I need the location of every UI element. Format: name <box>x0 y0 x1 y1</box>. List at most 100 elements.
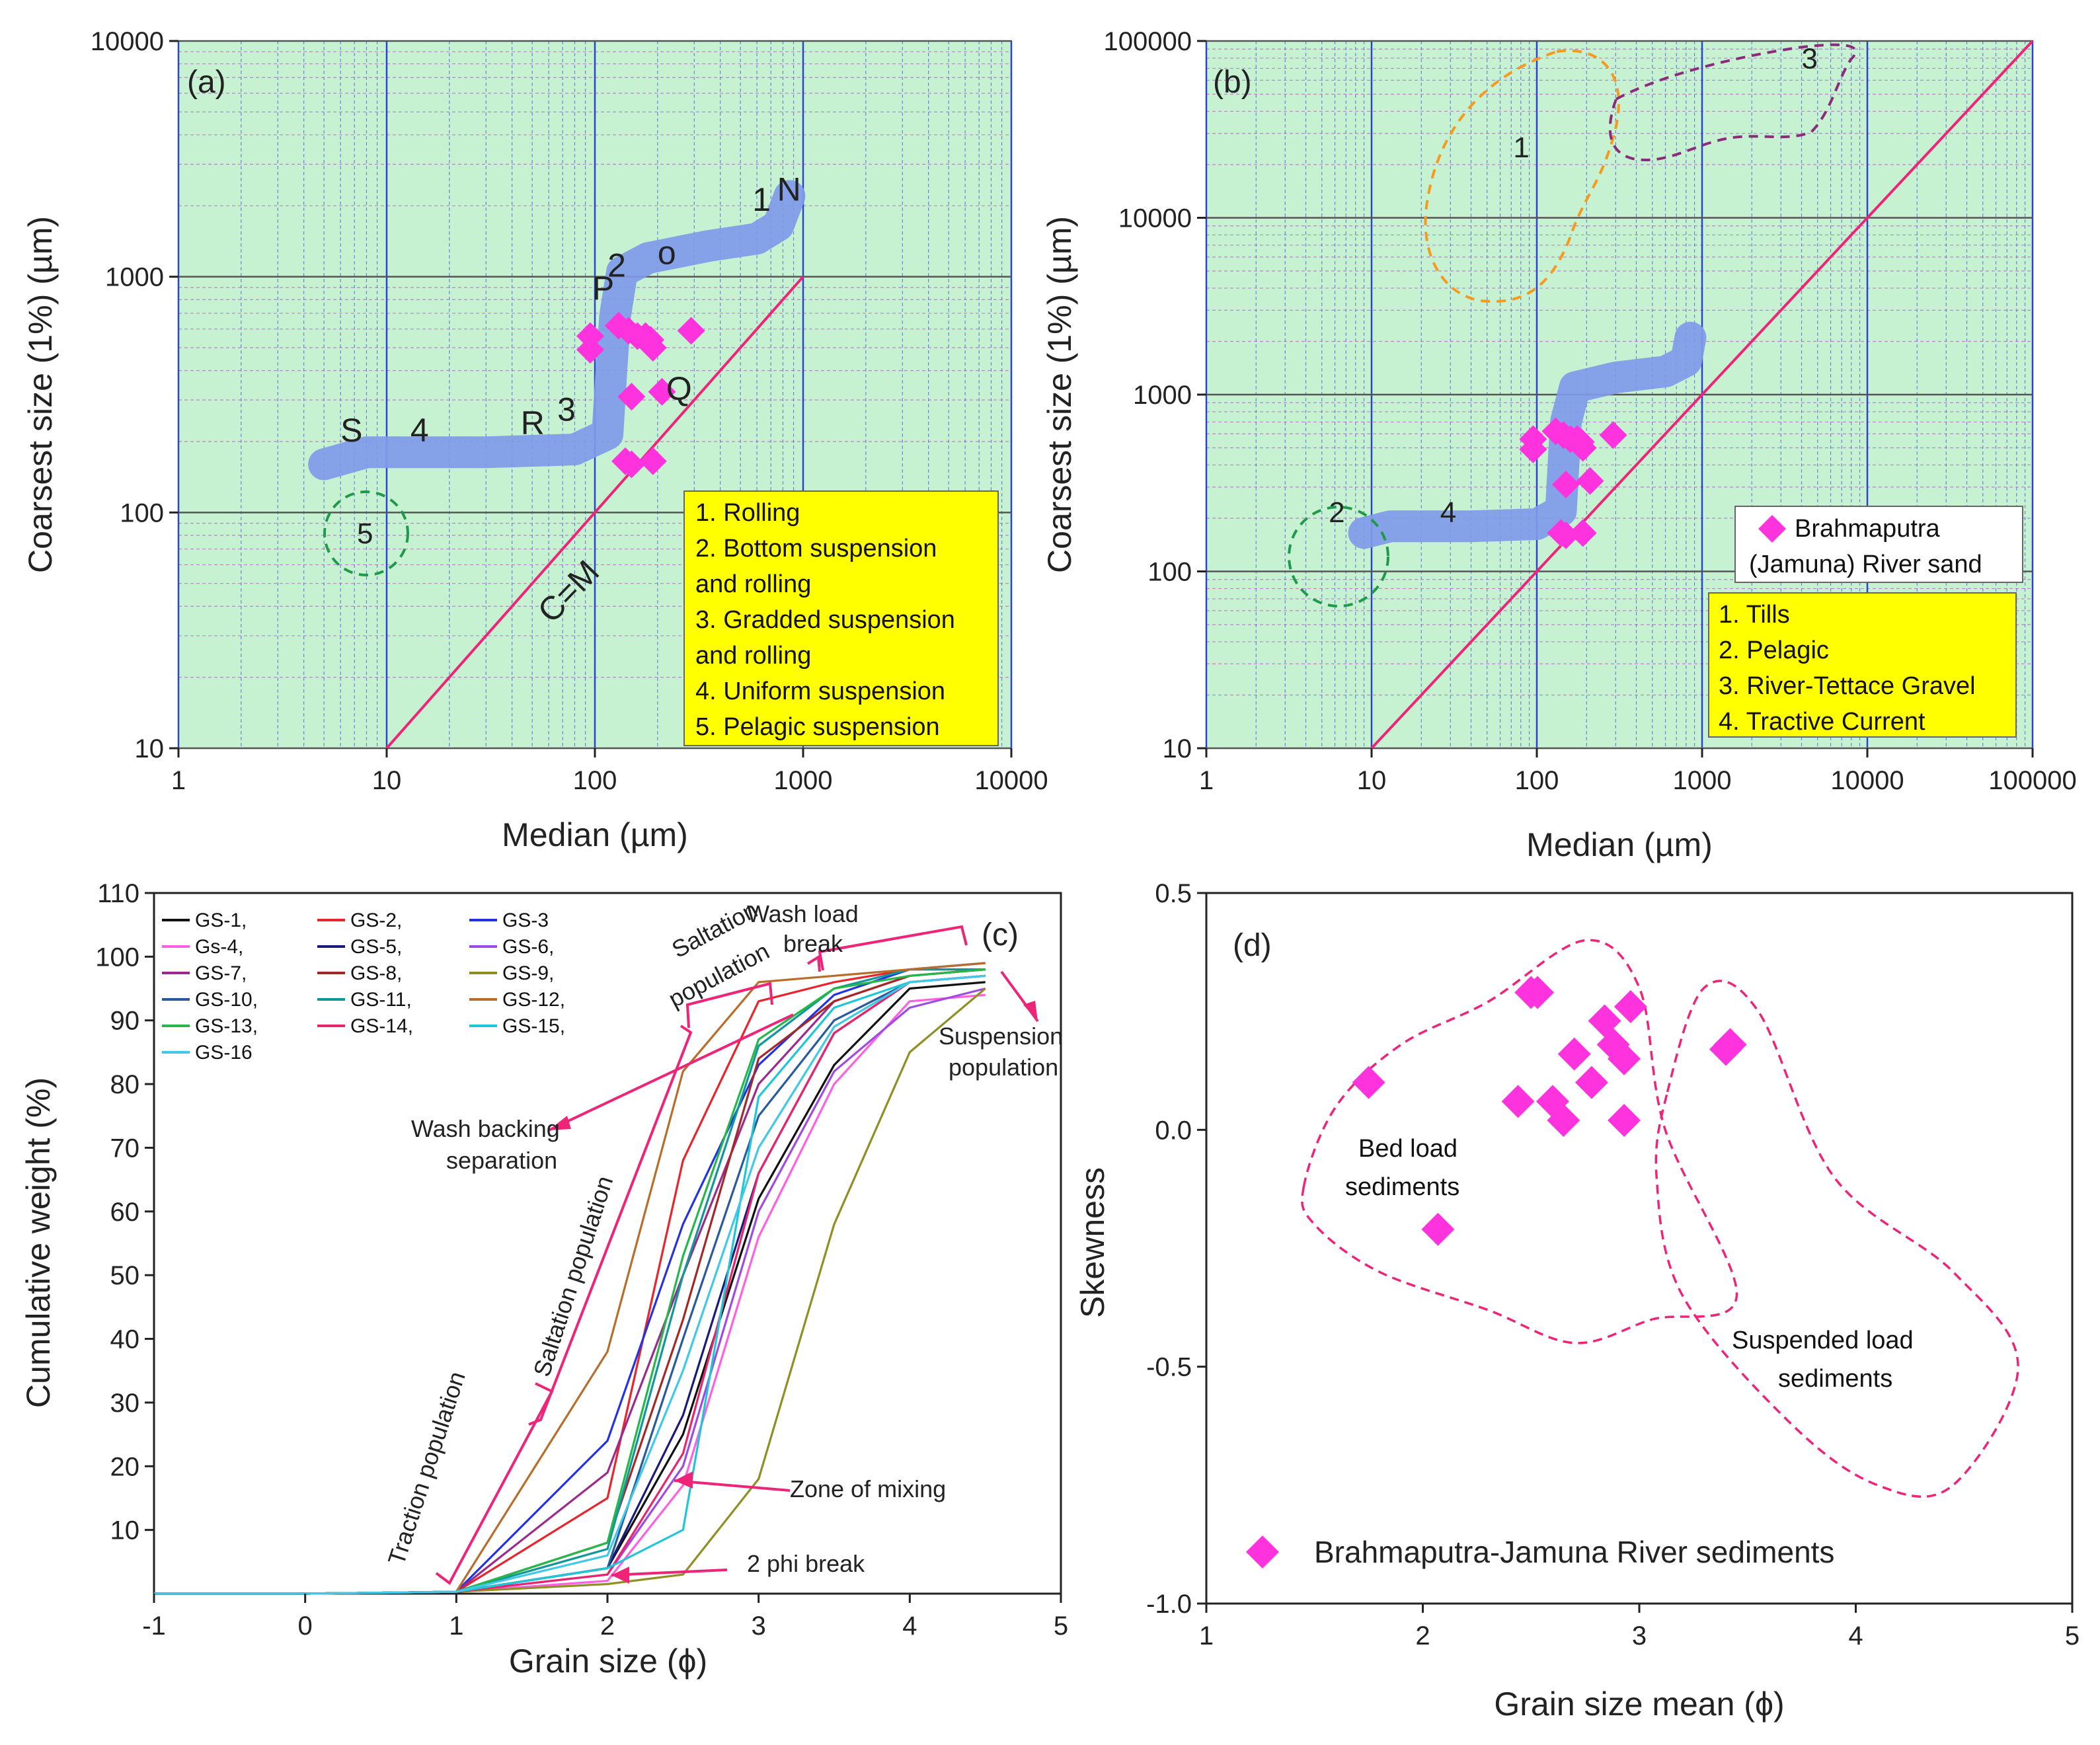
panel-c-xlabel: Grain size (ϕ) <box>509 1643 707 1680</box>
panel-b-equality-line <box>1370 40 2034 750</box>
legend-label: GS-13, <box>195 1015 258 1037</box>
legend-label: GS-6, <box>502 936 554 958</box>
y-tick-label: 60 <box>110 1198 140 1227</box>
x-tick-label: -1 <box>142 1611 166 1641</box>
legend-entry: 2. Bottom suspension <box>695 535 937 562</box>
y-tick-label: 10 <box>135 734 165 763</box>
series-line <box>154 974 986 1595</box>
region-letter: 4 <box>410 412 429 449</box>
x-tick-label: 0 <box>298 1611 313 1641</box>
panel-d-tag: (d) <box>1233 928 1272 963</box>
legend-label: Gs-4, <box>195 936 243 958</box>
legend-label: GS-16 <box>195 1042 253 1064</box>
y-tick-label: 10 <box>110 1516 140 1545</box>
panel-d-legend-label: Brahmaputra-Jamuna River sediments <box>1314 1535 1834 1569</box>
legend-label: GS-11, <box>350 989 412 1011</box>
bed-label-1: Bed load <box>1358 1135 1458 1163</box>
ann-washbacking-2: separation <box>446 1147 557 1174</box>
legend-entry: 4. Uniform suspension <box>695 678 945 705</box>
suspended-load-region <box>1654 980 2019 1498</box>
bed-label-2: sediments <box>1345 1173 1459 1201</box>
y-tick-label: 10 <box>1163 734 1192 763</box>
y-tick-label: 80 <box>110 1070 140 1099</box>
region-letter: P <box>592 270 614 307</box>
panel-a-xlabel: Median (µm) <box>502 816 688 853</box>
legend-label: GS-15, <box>502 1015 565 1037</box>
panel-c-arrowheads <box>549 1001 1038 1584</box>
panel-a-equality-line <box>385 276 804 750</box>
y-tick-label: 100 <box>1147 558 1192 587</box>
legend-label: GS-2, <box>350 910 402 931</box>
x-tick-label: 10 <box>1357 766 1387 795</box>
ann-suspension-2: population <box>949 1054 1058 1081</box>
species-legend-label-1: Brahmaputra <box>1795 515 1941 543</box>
panel-b: 1 10 100 1000 10000 100000 101001000100001000… <box>1041 27 2077 863</box>
region-letter: 1 <box>752 181 771 218</box>
y-tick-label: 30 <box>110 1389 140 1418</box>
panel-b-y-ticks: 10 100 1000 10000 100000 <box>1104 27 1206 763</box>
x-tick-label: 2 <box>1415 1621 1430 1650</box>
legend-label: GS-8, <box>350 962 402 984</box>
panel-c-annotation-marks <box>435 925 1039 1585</box>
y-tick-label: 100000 <box>1104 27 1192 56</box>
panel-c-x-ticks: -1 0 1 2 3 4 5 <box>142 1594 1068 1641</box>
y-tick-label: 100 <box>95 943 139 972</box>
x-tick-label: 10000 <box>1830 766 1904 795</box>
legend-entry: 3. River-Tettace Gravel <box>1719 672 1976 700</box>
y-tick-label: 1000 <box>105 263 164 292</box>
region-letter: N <box>777 171 801 208</box>
region-letter: 2 <box>607 247 626 284</box>
legend-label: GS-5, <box>350 936 402 958</box>
legend-label: GS-12, <box>502 989 565 1011</box>
region-number: 4 <box>1440 496 1456 529</box>
x-tick-label: 100000 <box>1988 766 2076 795</box>
legend-entry: 2. Pelagic <box>1719 637 1829 664</box>
legend-label: GS-7, <box>195 962 247 984</box>
ann-phibreak: 2 phi break <box>747 1550 865 1577</box>
x-tick-label: 100 <box>1515 766 1559 795</box>
region-letter: R <box>521 405 545 442</box>
x-tick-label: 4 <box>902 1611 917 1641</box>
legend-entry: and rolling <box>695 642 811 670</box>
y-tick-label: 70 <box>110 1134 140 1163</box>
x-tick-label: 10000 <box>974 766 1048 795</box>
panel-c-tag: (c) <box>982 917 1019 952</box>
panel-d-ylabel: Skewness <box>1074 1167 1111 1318</box>
y-tick-label: -1.0 <box>1146 1590 1192 1619</box>
panel-c-series-lines <box>154 962 986 1595</box>
panel-b-xlabel: Median (µm) <box>1526 826 1713 863</box>
region-letter: Q <box>666 370 692 407</box>
x-tick-label: 100 <box>573 766 617 795</box>
panel-c-plot-area <box>153 892 1062 1595</box>
bed-load-region <box>1301 939 1738 1344</box>
y-tick-label: 10000 <box>1118 204 1192 233</box>
y-tick-label: 10000 <box>91 27 164 56</box>
tills-region <box>1424 49 1620 303</box>
ann-suspension-1: Suspension <box>939 1023 1063 1050</box>
legend-label: GS-1, <box>195 910 247 931</box>
legend-label: GS-10, <box>195 989 258 1011</box>
legend-entry: 1. Tills <box>1719 601 1790 629</box>
legend-entry: 1. Rolling <box>695 499 800 527</box>
panel-d: 1 2 3 4 5 -1.0 -0.5 0.0 0.5 (d) Bed load sedime… <box>1074 879 2080 1723</box>
x-tick-label: 1000 <box>1673 766 1732 795</box>
x-tick-label: 5 <box>2065 1621 2080 1650</box>
susp-label-2: sediments <box>1778 1365 1892 1393</box>
susp-label-1: Suspended load <box>1732 1327 1914 1354</box>
x-tick-label: 1 <box>1199 766 1214 795</box>
legend-entry: 5. Pelagic suspension <box>695 713 940 741</box>
x-tick-label: 3 <box>752 1611 766 1641</box>
x-tick-label: 1000 <box>774 766 833 795</box>
c-equals-m-line <box>1370 40 2034 750</box>
ann-mixing: Zone of mixing <box>790 1475 946 1502</box>
legend-entry: and rolling <box>695 570 811 598</box>
x-tick-label: 1 <box>449 1611 463 1641</box>
panel-b-legend: 1. Tills 2. Pelagic 3. River-Tettace Grave… <box>1719 601 1976 736</box>
panel-a-pelagic-circle <box>323 490 409 576</box>
x-tick-label: 2 <box>600 1611 615 1641</box>
panel-a-tag: (a) <box>187 65 226 100</box>
panel-a-x-ticks: 1 10 100 1000 10000 <box>171 748 1048 795</box>
